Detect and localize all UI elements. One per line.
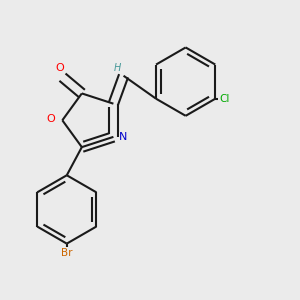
- Text: O: O: [46, 114, 55, 124]
- Text: O: O: [55, 63, 64, 73]
- Text: Cl: Cl: [220, 94, 230, 104]
- Text: H: H: [113, 63, 121, 73]
- Text: Br: Br: [61, 248, 73, 258]
- Text: N: N: [119, 132, 128, 142]
